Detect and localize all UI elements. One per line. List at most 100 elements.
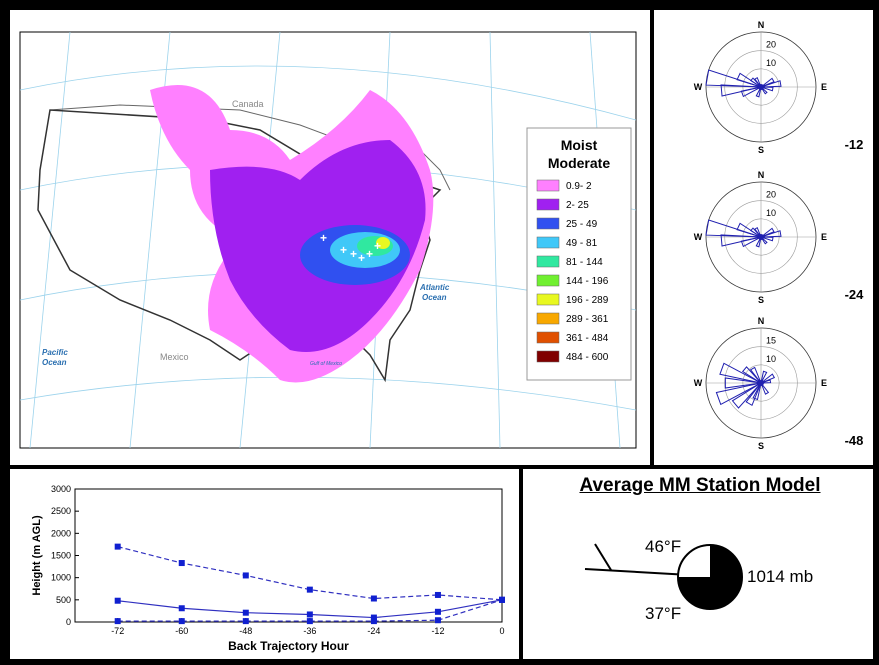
svg-text:+: + bbox=[366, 247, 373, 261]
compass-n: N bbox=[758, 20, 765, 30]
rose-ring-label: 10 bbox=[766, 354, 776, 364]
x-tick-label: -48 bbox=[239, 626, 252, 636]
rose-petal bbox=[724, 377, 762, 389]
data-point bbox=[178, 605, 185, 612]
station-pressure: 1014 mb bbox=[747, 567, 813, 586]
data-point bbox=[114, 543, 121, 550]
rose-petal bbox=[760, 86, 774, 92]
data-point bbox=[306, 586, 313, 593]
x-tick-label: -72 bbox=[111, 626, 124, 636]
svg-text:+: + bbox=[358, 251, 365, 265]
gulf-label: Gulf of Mexico bbox=[310, 361, 342, 367]
compass-s: S bbox=[758, 145, 764, 155]
data-point bbox=[242, 609, 249, 616]
svg-text:+: + bbox=[374, 239, 381, 253]
pacific-label-2: Ocean bbox=[42, 358, 67, 367]
rose-petal bbox=[736, 72, 762, 88]
rose-hour-label: -48 bbox=[845, 433, 864, 448]
legend-swatch bbox=[536, 274, 560, 287]
rose-petal bbox=[760, 230, 782, 238]
rose-center bbox=[758, 380, 764, 386]
svg-text:+: + bbox=[350, 247, 357, 261]
data-point bbox=[434, 608, 441, 615]
x-tick-label: -36 bbox=[303, 626, 316, 636]
data-point bbox=[306, 618, 313, 625]
wind-barb-feather bbox=[594, 543, 612, 571]
legend-label: 484 - 600 bbox=[566, 352, 609, 363]
legend-title-1: Moist bbox=[561, 137, 598, 153]
y-tick-label: 2500 bbox=[51, 506, 71, 516]
rose-center bbox=[758, 234, 764, 240]
rose-ring-label: 20 bbox=[766, 40, 776, 50]
height-chart: 0 500 1000 1500 2000 2500 3000 -72 -60 -48 -36 -24 -… bbox=[31, 484, 505, 653]
rose-ring-label: 20 bbox=[766, 190, 776, 200]
wind-rose: 10 15N S E W -48 bbox=[694, 316, 864, 451]
plume-core-196 bbox=[376, 237, 390, 249]
data-point bbox=[178, 560, 185, 567]
rose-petal bbox=[760, 370, 768, 384]
atlantic-label-1: Atlantic bbox=[419, 283, 450, 292]
data-point bbox=[114, 618, 121, 625]
station-dewpoint: 37°F bbox=[645, 604, 681, 623]
legend-label: 49 - 81 bbox=[566, 238, 598, 249]
rose-hour-label: -12 bbox=[845, 137, 864, 152]
data-point bbox=[434, 591, 441, 598]
y-tick-label: 500 bbox=[56, 595, 71, 605]
legend-swatch bbox=[536, 236, 560, 249]
rose-petal bbox=[745, 382, 762, 406]
data-point bbox=[499, 596, 505, 603]
legend-swatch bbox=[536, 198, 560, 211]
y-tick-label: 0 bbox=[66, 617, 71, 627]
legend-title-2: Moderate bbox=[548, 155, 610, 171]
data-point bbox=[370, 618, 377, 625]
data-point bbox=[114, 597, 121, 604]
legend-entries: 0.9- 2 2- 25 25 - 49 49 - 81 81 - 144 144 - 1… bbox=[536, 179, 609, 363]
canada-label: Canada bbox=[232, 99, 264, 109]
rose-petal bbox=[752, 382, 762, 401]
rose-petal bbox=[755, 86, 762, 98]
data-point bbox=[178, 618, 185, 625]
legend-label: 144 - 196 bbox=[566, 276, 609, 287]
rose-petal bbox=[760, 86, 768, 95]
legend-swatch bbox=[536, 217, 560, 230]
compass-n: N bbox=[758, 316, 765, 326]
rose-petal bbox=[760, 80, 782, 88]
legend-swatch bbox=[536, 312, 560, 325]
compass-n: N bbox=[758, 170, 765, 180]
wind-rose: 10 20N S E W -12 bbox=[694, 20, 864, 155]
y-axis-label: Height (m AGL) bbox=[31, 515, 43, 596]
rose-petal bbox=[754, 77, 762, 88]
concentration-map: ++ + + ++ Canada Mexico Pacific Ocean Atla… bbox=[19, 31, 637, 449]
y-tick-label: 3000 bbox=[51, 484, 71, 494]
rose-petal bbox=[760, 382, 770, 395]
station-model: 46°F 37°F 1014 mb bbox=[584, 537, 813, 623]
legend-label: 0.9- 2 bbox=[566, 181, 592, 192]
svg-text:+: + bbox=[320, 231, 327, 245]
legend-swatch bbox=[536, 331, 560, 344]
rose-petal bbox=[740, 236, 762, 248]
atlantic-label-2: Ocean bbox=[422, 293, 447, 302]
y-tick-label: 2000 bbox=[51, 528, 71, 538]
legend-label: 196 - 289 bbox=[566, 295, 609, 306]
pacific-label-1: Pacific bbox=[42, 348, 68, 357]
legend-label: 25 - 49 bbox=[566, 219, 598, 230]
data-point bbox=[434, 617, 441, 624]
legend-label: 81 - 144 bbox=[566, 257, 603, 268]
compass-w: W bbox=[694, 232, 703, 242]
legend-label: 289 - 361 bbox=[566, 314, 609, 325]
rose-hour-label: -24 bbox=[845, 287, 865, 302]
legend-swatch bbox=[536, 293, 560, 306]
rose-petal bbox=[754, 227, 762, 238]
rose-petal bbox=[755, 236, 762, 248]
plot-area bbox=[74, 488, 503, 623]
rose-petal bbox=[740, 86, 762, 98]
wind-rose: 10 20N S E W -24 bbox=[694, 170, 864, 305]
legend-swatch bbox=[536, 350, 560, 363]
y-tick-label: 1000 bbox=[51, 573, 71, 583]
rose-petal bbox=[719, 362, 762, 384]
rose-petal bbox=[749, 366, 762, 384]
legend-box bbox=[526, 127, 632, 381]
station-model-title: Average MM Station Model bbox=[579, 475, 821, 496]
sky-cover-fill-2 bbox=[678, 577, 710, 609]
